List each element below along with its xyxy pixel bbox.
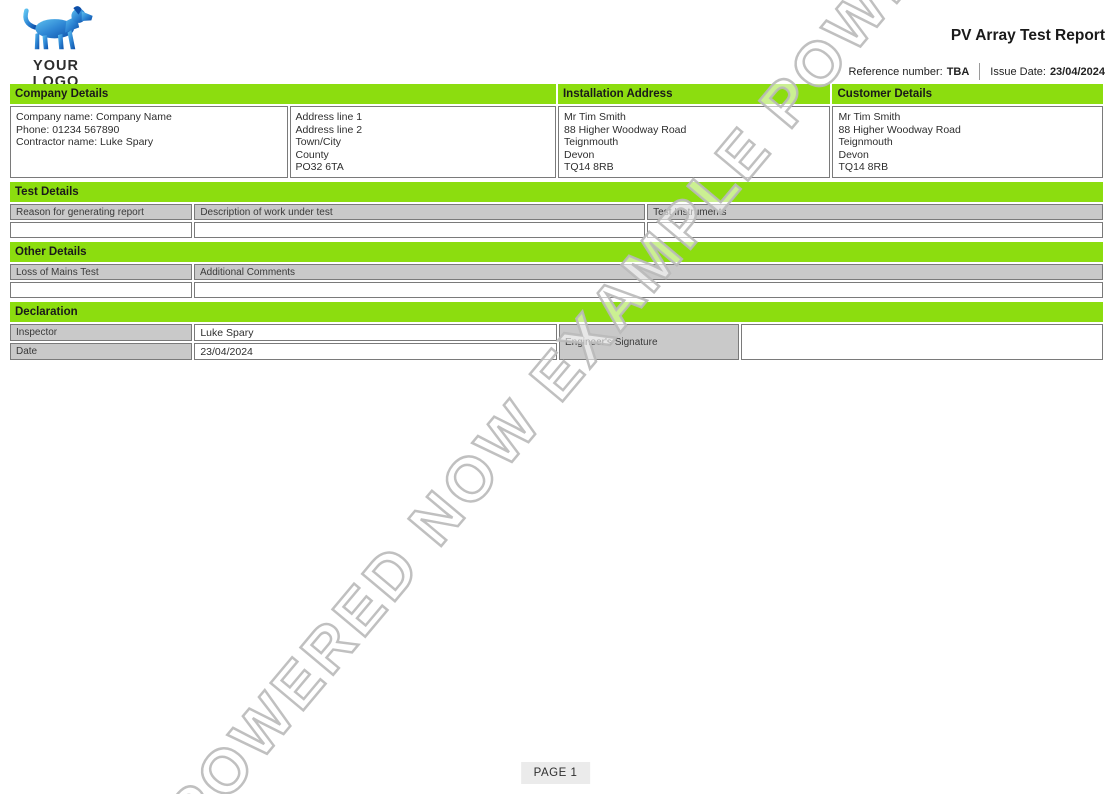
customer-details-header: Customer Details <box>832 84 1103 104</box>
reference-row: Reference number: TBA Issue Date: 23/04/… <box>849 63 1105 80</box>
dog-logo-icon <box>23 6 93 50</box>
engineers-signature-area <box>741 324 1103 360</box>
customer-line: TQ14 8RB <box>838 161 889 173</box>
date-value: 23/04/2024 <box>194 343 557 360</box>
reference-value: TBA <box>946 65 970 78</box>
test-details-table: Test Details Reason for generating repor… <box>8 180 1105 240</box>
installation-address-cell: Mr Tim Smith 88 Higher Woodway Road Teig… <box>557 106 831 178</box>
customer-line: Mr Tim Smith <box>838 111 901 123</box>
loss-of-mains-label: Loss of Mains Test <box>10 264 192 280</box>
installation-line: Teignmouth <box>563 136 619 148</box>
description-label: Description of work under test <box>194 204 646 220</box>
installation-address-header: Installation Address <box>557 84 831 104</box>
customer-line: 88 Higher Woodway Road <box>838 123 961 136</box>
other-details-table: Other Details Loss of Mains Test Additio… <box>8 240 1105 300</box>
date-label: Date <box>10 343 193 360</box>
test-instruments-label: Test Instruments <box>647 204 1103 220</box>
company-details-header: Company Details <box>10 84 556 104</box>
company-address-cell: Address line 1 Address line 2 Town/City … <box>289 106 556 178</box>
company-section-table: Company Details Installation Address Cus… <box>8 82 1105 180</box>
contractor-name-line: Contractor name: Luke Spary <box>16 136 154 148</box>
page-number-badge: PAGE 1 <box>520 762 591 784</box>
description-value <box>194 222 646 238</box>
installation-line: TQ14 8RB <box>563 161 614 173</box>
issue-date-value: 23/04/2024 <box>1049 65 1105 78</box>
reason-label: Reason for generating report <box>10 204 193 220</box>
customer-line: Teignmouth <box>838 136 893 148</box>
reference-label: Reference number: <box>848 65 943 78</box>
installation-line: Devon <box>563 148 595 161</box>
other-details-header: Other Details <box>10 242 1104 262</box>
reference-divider <box>979 63 981 80</box>
issue-date-label: Issue Date: <box>990 65 1046 78</box>
company-address-line: County <box>295 148 329 161</box>
loss-of-mains-value <box>10 282 192 298</box>
declaration-table: Declaration Inspector Luke Spary Enginee… <box>8 300 1105 362</box>
company-address-line: Address line 2 <box>295 123 363 136</box>
company-name-line: Company name: Company Name <box>16 111 172 123</box>
test-instruments-value <box>647 222 1103 238</box>
test-details-header: Test Details <box>10 182 1103 202</box>
company-address-line: Town/City <box>295 136 342 148</box>
additional-comments-value <box>194 282 1104 298</box>
company-phone-line: Phone: 01234 567890 <box>16 123 120 136</box>
inspector-label: Inspector <box>10 324 193 341</box>
inspector-value: Luke Spary <box>194 324 557 341</box>
engineers-signature-label: Engineer's Signature <box>558 324 740 360</box>
report-title: PV Array Test Report <box>950 27 1105 44</box>
company-address-line: PO32 6TA <box>295 161 344 173</box>
additional-comments-label: Additional Comments <box>194 264 1104 280</box>
customer-line: Devon <box>838 148 869 161</box>
company-address-line: Address line 1 <box>295 111 363 123</box>
customer-details-cell: Mr Tim Smith 88 Higher Woodway Road Teig… <box>832 106 1103 178</box>
declaration-header: Declaration <box>10 302 1103 322</box>
installation-line: 88 Higher Woodway Road <box>563 123 687 136</box>
company-info-cell: Company name: Company Name Phone: 01234 … <box>10 106 288 178</box>
installation-line: Mr Tim Smith <box>563 111 626 123</box>
reason-value <box>10 222 193 238</box>
